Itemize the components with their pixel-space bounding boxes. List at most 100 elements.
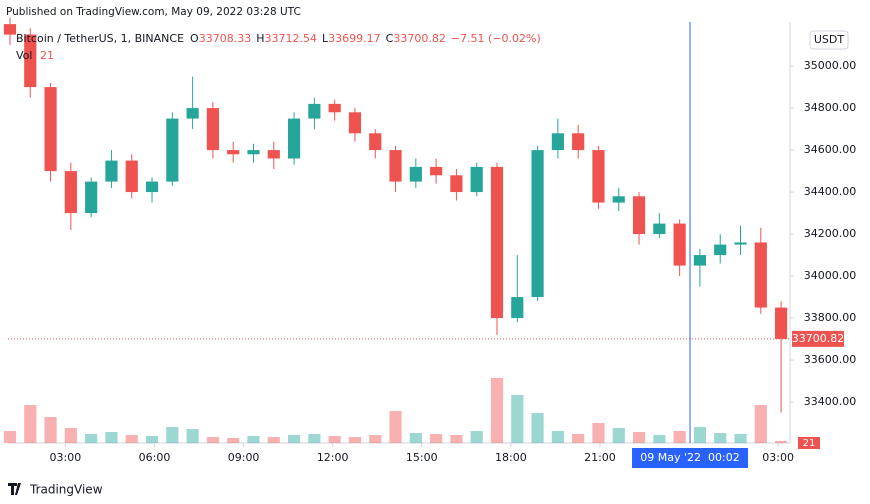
- candle-body: [44, 87, 57, 172]
- candle-body: [348, 112, 362, 134]
- ohlc-key: O: [190, 32, 199, 45]
- candle: [247, 143, 260, 163]
- volume-bar: [714, 433, 727, 443]
- volume-bar: [409, 433, 422, 443]
- candle-body: [673, 223, 686, 266]
- volume-bar: [470, 431, 483, 443]
- candle: [734, 225, 747, 256]
- y-tick-label: 33600.00: [804, 353, 857, 366]
- volume-bar: [551, 431, 564, 443]
- volume-bar: [44, 417, 57, 443]
- candle-body: [267, 150, 280, 159]
- candle-body: [166, 118, 179, 182]
- candle-body: [186, 108, 199, 119]
- published-note: Published on TradingView.com, May 09, 20…: [6, 6, 301, 18]
- ohlc-key: C: [386, 32, 394, 45]
- candle: [632, 192, 646, 245]
- candle-body: [551, 133, 564, 151]
- symbol: Bitcoin / TetherUS, 1, BINANCE: [16, 32, 184, 45]
- volume-legend: Vol: [16, 49, 32, 62]
- volume-bar: [511, 395, 524, 443]
- x-tick-label: 03:00: [50, 451, 82, 464]
- volume-bar: [125, 435, 138, 443]
- volume-bar: [348, 437, 362, 443]
- ohlc-value: 33700.82: [393, 32, 446, 45]
- candle: [673, 219, 686, 277]
- candle: [592, 145, 605, 209]
- candle: [24, 28, 37, 98]
- volume-bar: [572, 434, 585, 443]
- candle: [693, 248, 707, 287]
- volume-bar: [287, 435, 301, 443]
- candle: [490, 162, 504, 335]
- volume-bar: [267, 437, 280, 443]
- volume-bar: [693, 427, 707, 443]
- candle: [775, 301, 788, 413]
- candle-body: [490, 166, 504, 319]
- ohlc-value: 33708.33: [199, 32, 252, 45]
- candle-body: [64, 171, 77, 214]
- volume-legend-value: 21: [40, 49, 54, 62]
- candle: [450, 168, 463, 201]
- candle: [572, 124, 585, 159]
- candle-body: [125, 160, 138, 193]
- y-tick-label: 33400.00: [804, 395, 857, 408]
- candle-body: [430, 166, 443, 176]
- candle-body: [24, 34, 37, 88]
- candle-body: [632, 196, 646, 235]
- last-volume-label: 21: [803, 438, 816, 449]
- volume-bar: [612, 428, 625, 443]
- candle: [267, 141, 280, 169]
- volume-bar: [3, 431, 17, 443]
- candle: [145, 177, 159, 203]
- x-tick-label: 15:00: [406, 451, 438, 464]
- candle: [348, 108, 362, 142]
- symbol-legend: Bitcoin / TetherUS, 1, BINANCE O33708.33 H…: [16, 32, 541, 45]
- volume-bar: [308, 434, 321, 443]
- currency-box[interactable]: [809, 30, 849, 50]
- candle-body: [693, 255, 707, 266]
- y-tick-label: 34000.00: [804, 269, 857, 282]
- volume-bar: [85, 434, 98, 443]
- x-tick-label: 18:00: [495, 451, 527, 464]
- last-price-box: [792, 330, 844, 347]
- last-volume-box: [798, 437, 820, 449]
- candle: [714, 234, 727, 264]
- volume-bar: [592, 423, 605, 443]
- candle: [3, 17, 17, 46]
- candle-body: [308, 103, 321, 119]
- candle: [511, 255, 524, 323]
- volume-bar: [673, 431, 686, 443]
- candle-body: [409, 166, 422, 182]
- candle-body: [450, 175, 463, 193]
- candle-body: [389, 150, 402, 182]
- x-tick-label: 06:00: [139, 451, 171, 464]
- candle: [125, 154, 138, 199]
- volume-bar: [64, 428, 77, 443]
- candle-body: [328, 103, 341, 113]
- volume-bar: [24, 405, 37, 443]
- candle-body: [572, 133, 585, 151]
- volume-bar: [531, 413, 544, 443]
- volume-bar: [105, 432, 118, 443]
- candle: [186, 76, 199, 130]
- x-tick-label: 09:00: [228, 451, 260, 464]
- y-tick-label: 33800.00: [804, 311, 857, 324]
- crosshair-box: [632, 448, 749, 468]
- volume-bar: [490, 378, 504, 443]
- candle-body: [734, 242, 747, 245]
- candle: [85, 177, 98, 218]
- y-tick-label: 34200.00: [804, 227, 857, 240]
- candle-body: [592, 150, 605, 203]
- volume-bar: [166, 427, 179, 443]
- y-tick-label: 35000.00: [804, 59, 857, 72]
- volume-bar: [632, 432, 646, 443]
- volume-bar: [206, 437, 219, 443]
- volume-bar: [369, 435, 382, 443]
- candle-body: [287, 118, 301, 159]
- ohlc-key: H: [256, 32, 264, 45]
- currency: USDT: [814, 33, 845, 46]
- volume-bar: [328, 436, 341, 443]
- y-tick-label: 34400.00: [804, 185, 857, 198]
